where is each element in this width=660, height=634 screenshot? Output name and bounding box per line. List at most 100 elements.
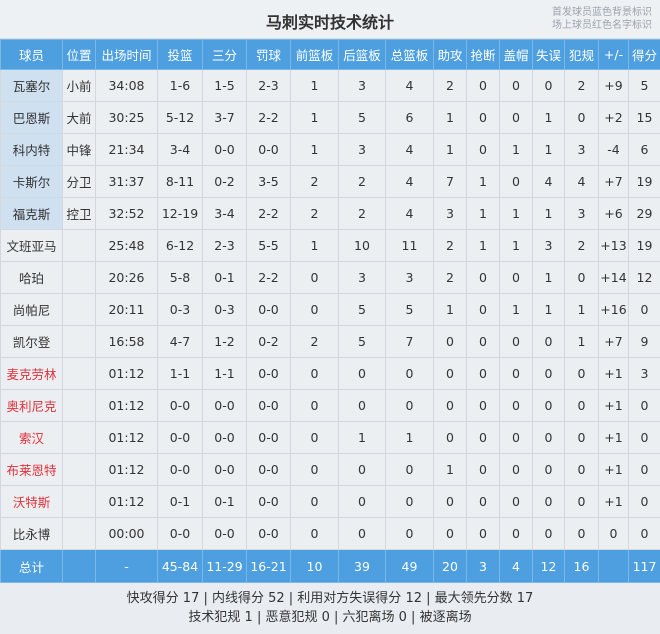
stat-cell: 0	[532, 421, 565, 454]
stat-cell: 0	[628, 517, 660, 550]
stat-cell: 0	[338, 357, 386, 390]
stat-cell	[62, 261, 96, 294]
stat-cell: 3	[338, 133, 386, 166]
stat-cell	[598, 549, 629, 583]
stat-cell: 0	[466, 133, 500, 166]
stat-cell: 0	[532, 389, 565, 422]
stat-cell: 0-1	[202, 485, 247, 518]
stat-cell	[62, 357, 96, 390]
stat-cell: 0	[433, 517, 467, 550]
stat-cell: 4	[385, 69, 434, 102]
stat-cell: 0	[564, 517, 599, 550]
column-header[interactable]: 失误	[532, 39, 565, 70]
column-header[interactable]: 后篮板	[338, 39, 386, 70]
stat-cell: 0	[499, 453, 533, 486]
stat-cell: 0	[290, 293, 339, 326]
stat-cell: 19	[628, 229, 660, 262]
stat-cell: 01:12	[95, 389, 158, 422]
stat-cell: 1	[433, 453, 467, 486]
stat-cell: 21:34	[95, 133, 158, 166]
stat-cell: 0-0	[157, 389, 203, 422]
stat-cell: 0	[290, 261, 339, 294]
stat-cell: 1-1	[202, 357, 247, 390]
stat-cell: 2-3	[202, 229, 247, 262]
player-row: 麦克劳林 01:12 1-1 1-1 0-0 0 0 0 0 0 0 0 0 +1 3	[0, 357, 660, 390]
stat-cell: 0-2	[202, 165, 247, 198]
column-header[interactable]: 位置	[62, 39, 96, 70]
column-header[interactable]: 投篮	[157, 39, 203, 70]
stat-cell: 5	[338, 293, 386, 326]
stat-cell: 5	[385, 293, 434, 326]
column-header[interactable]: 总篮板	[385, 39, 434, 70]
stat-cell: 0	[290, 453, 339, 486]
stat-cell: 0	[338, 485, 386, 518]
column-header[interactable]: 出场时间	[95, 39, 158, 70]
stat-cell: 1	[564, 293, 599, 326]
stat-cell: 0	[385, 517, 434, 550]
player-name: 索汉	[0, 421, 63, 454]
player-row: 福克斯 控卫 32:52 12-19 3-4 2-2 2 2 4 3 1 1 1 3 +6 29	[0, 197, 660, 230]
player-name: 比永博	[0, 517, 63, 550]
stat-cell: 2-3	[246, 69, 291, 102]
stat-cell: 0	[532, 453, 565, 486]
stat-cell: 1	[532, 293, 565, 326]
stat-cell: 中锋	[62, 133, 96, 166]
stat-cell: 2	[290, 165, 339, 198]
stat-cell: 4	[532, 165, 565, 198]
stat-cell: 0	[466, 69, 500, 102]
stat-cell: 3-7	[202, 101, 247, 134]
stat-cell: 1	[532, 133, 565, 166]
stat-cell: 0-0	[246, 389, 291, 422]
stat-cell: 3	[564, 197, 599, 230]
player-row: 尚帕尼 20:11 0-3 0-3 0-0 0 5 5 1 0 1 1 1 +16 0	[0, 293, 660, 326]
stat-cell: 16:58	[95, 325, 158, 358]
stat-cell: 0	[598, 517, 629, 550]
stat-cell: 1	[338, 421, 386, 454]
stat-cell: +13	[598, 229, 629, 262]
stat-cell: 0-0	[246, 517, 291, 550]
player-row: 文班亚马 25:48 6-12 2-3 5-5 1 10 11 2 1 1 3 2 +13 19	[0, 229, 660, 262]
stat-cell: 控卫	[62, 197, 96, 230]
stat-cell: 30:25	[95, 101, 158, 134]
stat-cell: 1	[532, 261, 565, 294]
stat-cell: 1	[466, 165, 500, 198]
column-header[interactable]: 助攻	[433, 39, 467, 70]
stat-cell: 3	[532, 229, 565, 262]
stat-cell: 1	[433, 101, 467, 134]
stat-cell: 0	[433, 389, 467, 422]
player-row: 瓦塞尔 小前 34:08 1-6 1-5 2-3 1 3 4 2 0 0 0 2 +9 5	[0, 69, 660, 102]
stat-cell: 0	[290, 485, 339, 518]
column-header[interactable]: 前篮板	[290, 39, 339, 70]
stat-cell: 0-3	[157, 293, 203, 326]
stat-cell: 49	[385, 549, 434, 583]
stat-cell	[62, 421, 96, 454]
stat-cell: 分卫	[62, 165, 96, 198]
column-header[interactable]: 得分	[628, 39, 660, 70]
player-name: 尚帕尼	[0, 293, 63, 326]
column-header[interactable]: 球员	[0, 39, 63, 70]
stat-cell: 0	[564, 101, 599, 134]
stat-cell: 31:37	[95, 165, 158, 198]
stat-cell: 32:52	[95, 197, 158, 230]
stat-cell: 0-0	[157, 517, 203, 550]
stat-cell: 1	[466, 197, 500, 230]
stat-cell: 0	[499, 485, 533, 518]
stat-cell: 0	[499, 69, 533, 102]
column-header[interactable]: 三分	[202, 39, 247, 70]
stat-cell: 3	[433, 197, 467, 230]
stat-cell: 12	[532, 549, 565, 583]
column-header[interactable]: 抢断	[466, 39, 500, 70]
stat-cell: 3	[338, 261, 386, 294]
stat-cell: 0	[433, 357, 467, 390]
stat-cell: +1	[598, 421, 629, 454]
column-header[interactable]: +/-	[598, 39, 629, 70]
column-header[interactable]: 犯规	[564, 39, 599, 70]
stat-cell: 1	[290, 69, 339, 102]
stat-cell: 1-1	[157, 357, 203, 390]
stat-cell: 0	[564, 389, 599, 422]
stat-cell: 0	[564, 453, 599, 486]
column-header[interactable]: 盖帽	[499, 39, 533, 70]
summary-line-1: 快攻得分 17 | 内线得分 52 | 利用对方失误得分 12 | 最大领先分数…	[126, 591, 534, 606]
legend: 首发球员蓝色背景标识 场上球员红色名字标识	[552, 6, 652, 32]
column-header[interactable]: 罚球	[246, 39, 291, 70]
